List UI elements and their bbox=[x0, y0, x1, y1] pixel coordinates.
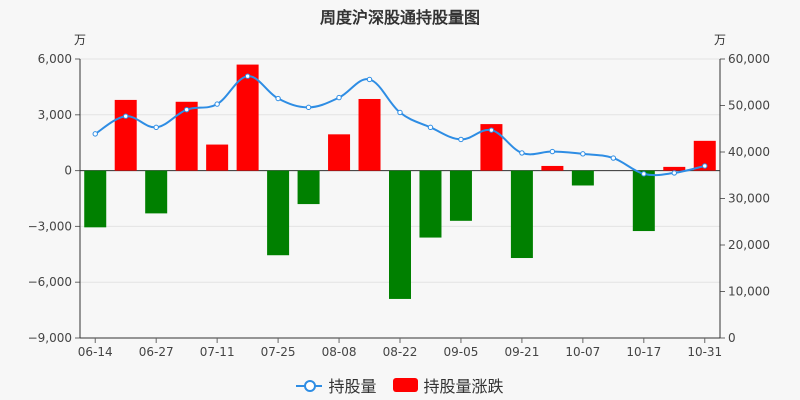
line-point bbox=[549, 148, 556, 155]
bar bbox=[480, 124, 503, 171]
line-point bbox=[397, 109, 403, 116]
x-tick-label: 10-17 bbox=[626, 345, 661, 359]
bar bbox=[389, 170, 411, 299]
line-point bbox=[336, 94, 342, 101]
left-tick-label: −9,000 bbox=[28, 331, 72, 345]
right-tick-label: 10,000 bbox=[728, 285, 770, 299]
left-tick-label: −6,000 bbox=[28, 275, 72, 289]
line-point bbox=[671, 170, 677, 176]
x-tick-label: 09-21 bbox=[504, 345, 539, 359]
bar bbox=[358, 98, 381, 171]
line-point bbox=[702, 163, 708, 169]
x-tick-label: 06-14 bbox=[78, 345, 113, 359]
line-point bbox=[580, 151, 586, 157]
line-point bbox=[427, 124, 434, 131]
legend: 持股量 持股量涨跌 bbox=[0, 373, 800, 397]
x-tick-label: 10-31 bbox=[687, 345, 722, 359]
bar bbox=[571, 170, 594, 186]
line-point bbox=[214, 101, 220, 107]
x-tick-label: 07-11 bbox=[200, 345, 235, 359]
x-tick-label: 06-27 bbox=[139, 345, 174, 359]
line-point bbox=[123, 113, 129, 119]
bar bbox=[541, 165, 564, 171]
bar bbox=[510, 170, 533, 259]
line-point bbox=[458, 136, 464, 143]
legend-item-change[interactable]: 持股量涨跌 bbox=[392, 373, 504, 397]
line-point bbox=[366, 76, 373, 83]
bar bbox=[693, 140, 716, 171]
bar bbox=[206, 144, 229, 171]
line-point bbox=[610, 155, 617, 161]
left-axis-unit: 万 bbox=[74, 33, 87, 47]
line-series-swatch bbox=[296, 379, 323, 392]
bar bbox=[297, 170, 320, 205]
x-tick-label: 07-25 bbox=[261, 345, 296, 359]
line-point bbox=[305, 104, 312, 111]
right-tick-label: 30,000 bbox=[728, 192, 770, 206]
bar bbox=[449, 170, 472, 221]
bar bbox=[632, 170, 655, 232]
line-point bbox=[275, 95, 281, 102]
left-tick-label: 3,000 bbox=[38, 108, 72, 122]
bar bbox=[145, 170, 168, 214]
x-tick-label: 09-05 bbox=[444, 345, 479, 359]
line-point bbox=[244, 73, 251, 79]
bar bbox=[328, 134, 351, 171]
bar bbox=[419, 170, 442, 238]
x-tick-label: 10-07 bbox=[565, 345, 600, 359]
left-tick-label: 6,000 bbox=[38, 52, 72, 66]
bar bbox=[663, 166, 686, 171]
bar-series-swatch bbox=[392, 378, 418, 392]
right-tick-label: 20,000 bbox=[728, 238, 770, 252]
line-point bbox=[183, 106, 190, 113]
bar bbox=[236, 64, 259, 171]
line-point bbox=[488, 127, 495, 133]
chart-title: 周度沪深股通持股量图 bbox=[319, 8, 480, 27]
left-tick-label: 0 bbox=[64, 164, 72, 178]
line-point bbox=[153, 124, 159, 131]
bar bbox=[114, 99, 137, 171]
line-point bbox=[641, 171, 647, 177]
bar bbox=[267, 170, 290, 256]
x-tick-label: 08-08 bbox=[322, 345, 357, 359]
right-tick-label: 0 bbox=[728, 331, 736, 345]
line-point bbox=[92, 131, 98, 137]
right-tick-label: 50,000 bbox=[728, 99, 770, 113]
line-point bbox=[519, 150, 525, 156]
bar bbox=[175, 101, 198, 171]
right-tick-label: 40,000 bbox=[728, 145, 770, 159]
x-tick-label: 08-22 bbox=[383, 345, 418, 359]
right-axis-unit: 万 bbox=[714, 33, 727, 47]
right-tick-label: 60,000 bbox=[728, 52, 770, 66]
legend-label-holdings: 持股量 bbox=[328, 377, 377, 396]
left-tick-label: −3,000 bbox=[28, 219, 72, 233]
bar bbox=[84, 170, 107, 228]
legend-item-holdings[interactable]: 持股量 bbox=[296, 373, 377, 397]
legend-label-change: 持股量涨跌 bbox=[423, 377, 504, 396]
